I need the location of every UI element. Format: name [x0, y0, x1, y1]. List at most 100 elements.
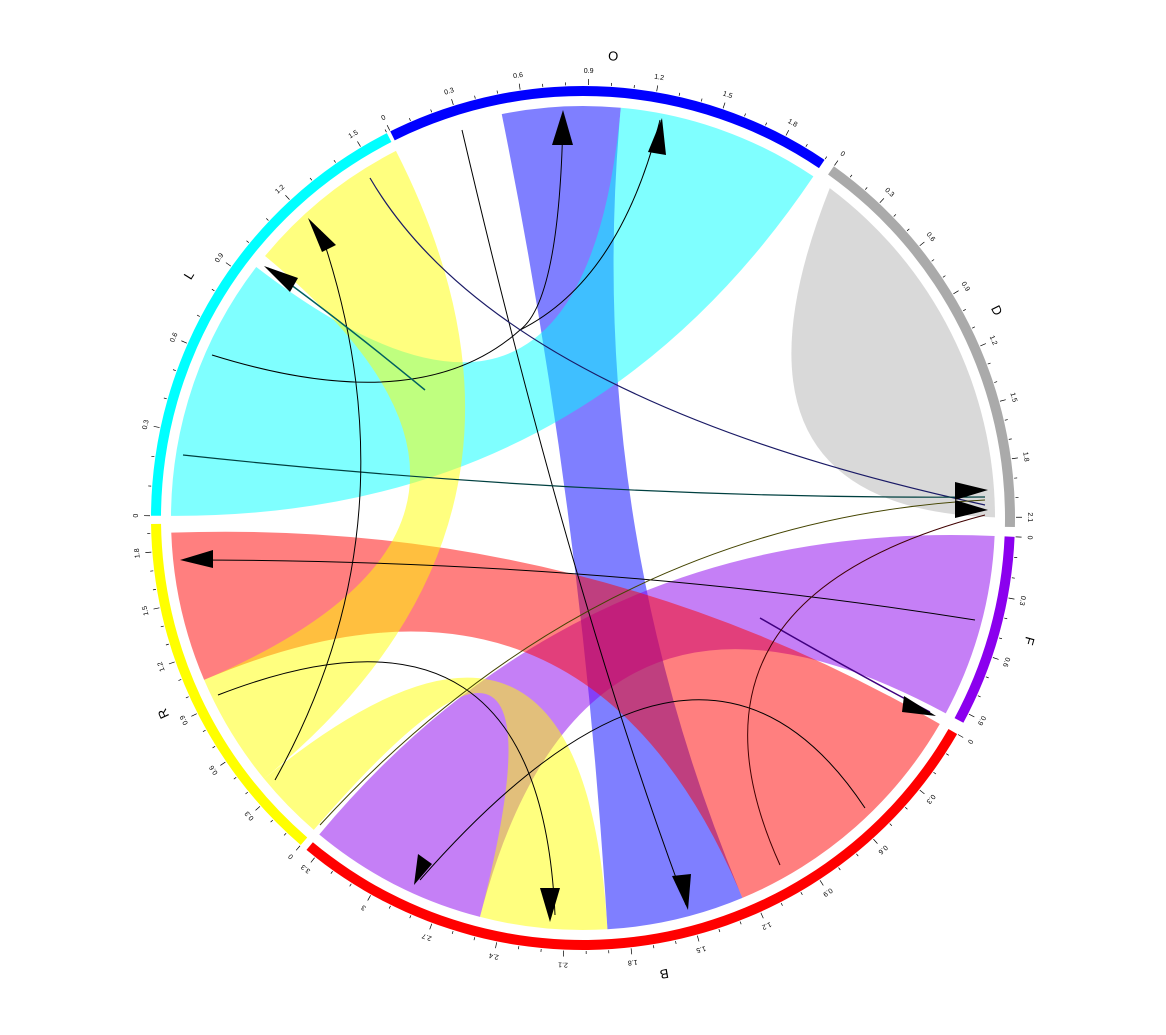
sector-label-D: D — [988, 303, 1006, 318]
tick-mark — [988, 363, 991, 364]
tick-mark — [452, 99, 454, 105]
tick-mark — [894, 214, 896, 216]
tick-mark — [1009, 439, 1012, 440]
tick-mark — [296, 846, 300, 851]
tick-mark — [745, 113, 746, 116]
tick-mark — [786, 130, 789, 135]
tick-mark — [679, 93, 680, 96]
tick-label: 3 — [360, 903, 367, 911]
tick-mark — [980, 344, 986, 346]
tick-mark — [331, 871, 333, 873]
tick-mark — [452, 931, 453, 934]
tick-mark — [978, 696, 981, 697]
tick-mark — [806, 144, 808, 147]
tick-mark — [410, 915, 411, 918]
tick-mark — [266, 218, 268, 220]
tick-label: 0.6 — [169, 332, 179, 344]
tick-mark — [191, 714, 196, 717]
tick-mark — [820, 880, 823, 885]
tick-label: 0.9 — [976, 714, 987, 726]
tick-mark — [986, 677, 989, 678]
tick-mark — [173, 370, 176, 371]
tick-mark — [873, 839, 877, 843]
tick-mark — [963, 309, 966, 310]
tick-mark — [907, 229, 909, 231]
tick-mark — [310, 178, 312, 180]
tick-mark — [969, 714, 974, 717]
tick-label: 1.5 — [1008, 392, 1017, 403]
tick-mark — [761, 913, 763, 918]
tick-mark — [933, 772, 935, 774]
tick-mark — [890, 824, 892, 826]
tick-label: 0 — [380, 114, 387, 122]
tick-mark — [245, 792, 247, 794]
tick-mark — [719, 929, 720, 932]
sector-label-L: L — [181, 268, 198, 282]
tick-mark — [178, 679, 181, 680]
tick-label: 3.3 — [300, 863, 312, 875]
tick-mark — [285, 195, 289, 199]
tick-mark — [801, 892, 803, 895]
sector-label-F: F — [1021, 635, 1038, 647]
tick-mark — [880, 198, 884, 202]
tick-mark — [357, 141, 360, 146]
tick-mark — [1000, 400, 1006, 402]
tick-mark — [213, 746, 216, 748]
tick-mark — [186, 697, 189, 698]
tick-mark — [723, 103, 725, 109]
tick-mark — [953, 291, 958, 294]
ribbon-D-D — [791, 188, 995, 517]
tick-mark — [994, 382, 997, 383]
tick-label: 1.5 — [348, 129, 360, 140]
ribbon-L-O — [171, 108, 813, 516]
tick-label: 1.2 — [988, 335, 998, 347]
tick-label: 1.2 — [760, 920, 772, 930]
tick-mark — [166, 644, 169, 645]
sector-label-B: B — [659, 966, 670, 982]
tick-mark — [284, 833, 286, 835]
tick-label: 1.5 — [722, 90, 734, 100]
tick-label: 0.6 — [208, 764, 219, 776]
tick-mark — [387, 125, 390, 130]
tick-mark — [781, 903, 782, 906]
sector-label-R: R — [155, 706, 173, 721]
tick-mark — [431, 109, 432, 112]
tick-mark — [497, 91, 498, 94]
sector-label-O: O — [608, 48, 619, 64]
tick-mark — [946, 754, 949, 756]
tick-label: 1.8 — [627, 958, 638, 966]
tick-mark — [256, 806, 260, 810]
tick-label: 0 — [1026, 535, 1033, 539]
tick-mark — [675, 941, 676, 944]
tick-mark — [495, 942, 496, 948]
tick-mark — [226, 263, 231, 266]
tick-mark — [740, 922, 741, 925]
tick-mark — [943, 276, 945, 278]
tick-label: 0.3 — [444, 87, 455, 97]
tick-label: 0.6 — [925, 231, 937, 243]
tick-label: 1.8 — [134, 548, 142, 558]
tick-mark — [765, 123, 766, 126]
tick-mark — [834, 161, 837, 166]
tick-label: 1.2 — [157, 661, 167, 673]
tick-mark — [169, 662, 175, 664]
tick-mark — [334, 160, 336, 162]
tick-mark — [839, 868, 841, 870]
tick-mark — [212, 289, 215, 291]
tick-label: 0.3 — [244, 809, 256, 821]
tick-mark — [197, 315, 200, 316]
tick-mark — [865, 187, 867, 189]
tick-mark — [161, 626, 164, 627]
tick-label: 1.2 — [274, 184, 286, 196]
tick-label: 0 — [287, 852, 295, 860]
tick-mark — [234, 777, 236, 779]
tick-mark — [1004, 618, 1007, 619]
tick-mark — [385, 130, 386, 133]
tick-mark — [247, 241, 249, 243]
tick-mark — [475, 96, 476, 99]
tick-label: 0 — [133, 514, 140, 518]
tick-mark — [154, 608, 160, 609]
tick-mark — [701, 99, 702, 102]
tick-mark — [1009, 598, 1015, 599]
tick-label: 0 — [839, 150, 846, 158]
